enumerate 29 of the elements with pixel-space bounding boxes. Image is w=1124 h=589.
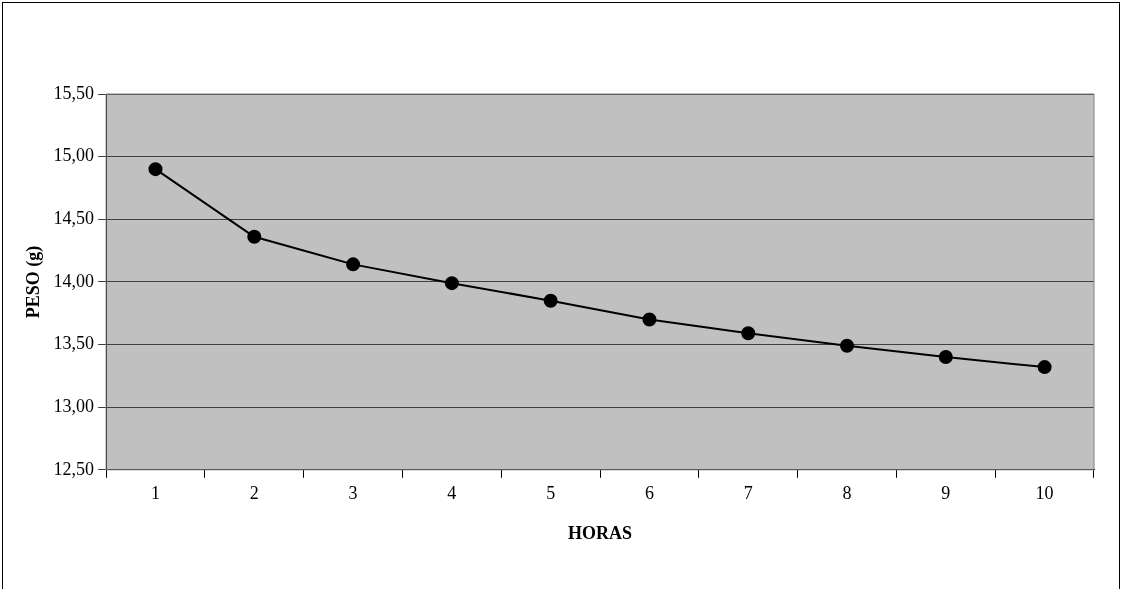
point: [840, 338, 855, 353]
point: [642, 312, 657, 327]
point: [346, 257, 361, 272]
point: [1037, 360, 1052, 375]
x-tick-label: 10: [1035, 483, 1054, 504]
point: [247, 229, 262, 244]
point: [444, 276, 459, 291]
y-tick-label: 12,50: [53, 458, 95, 479]
point: [938, 350, 953, 365]
x-tick-label: 5: [546, 483, 556, 504]
x-tick-label: 7: [743, 483, 753, 504]
y-tick-label: 13,50: [53, 333, 95, 354]
x-tick-label: 4: [447, 483, 457, 504]
y-tick-label: 14,50: [53, 208, 95, 228]
x-axis-title: HORAS: [568, 522, 633, 543]
y-tick-label: 14,00: [53, 270, 95, 291]
x-tick-label: 6: [644, 483, 654, 504]
x-tick-label: 8: [842, 483, 852, 504]
x-tick-label: 3: [348, 483, 358, 504]
point: [543, 293, 558, 308]
x-tick-label: 9: [941, 483, 951, 504]
x-tick-label: 2: [249, 483, 259, 504]
point: [148, 162, 163, 177]
y-tick-label: 15,00: [53, 145, 95, 166]
x-tick-label: 1: [150, 483, 160, 504]
y-tick-label: 15,50: [53, 82, 95, 103]
y-axis-title: PESO (g): [23, 245, 45, 319]
y-tick-label: 13,00: [53, 395, 95, 416]
point: [741, 326, 756, 341]
